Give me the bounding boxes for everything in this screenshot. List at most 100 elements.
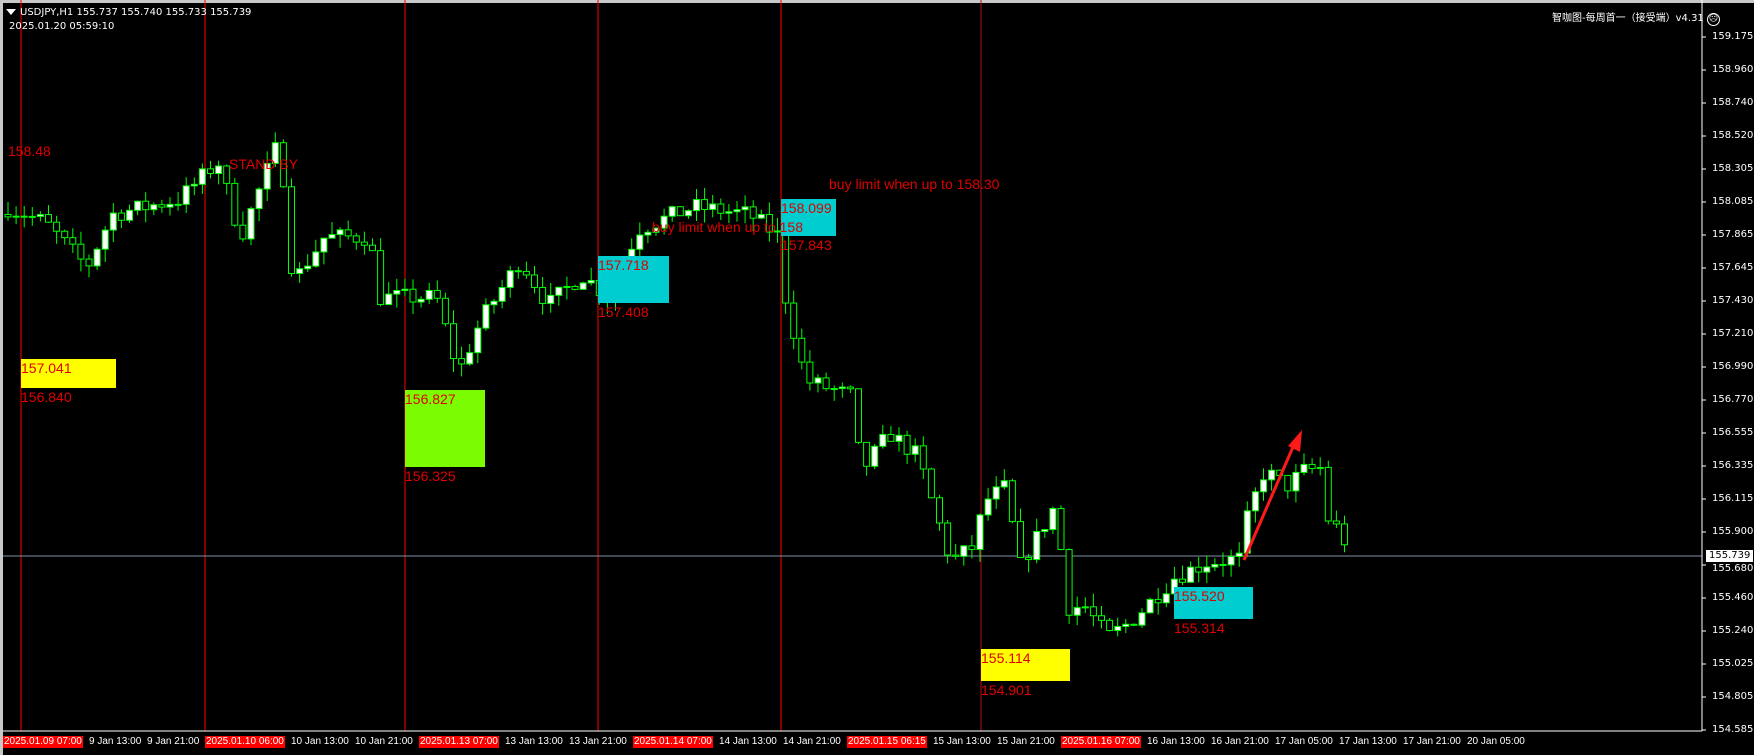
- candle-body: [312, 251, 320, 267]
- candle-body: [1260, 479, 1267, 493]
- candle: [158, 199, 166, 213]
- server-datetime: 2025.01.20 05:59:10: [9, 21, 115, 32]
- candle: [701, 187, 709, 223]
- candle: [182, 177, 190, 213]
- candle: [911, 438, 919, 463]
- cyan-zone-box: [1174, 587, 1253, 619]
- price-tick-label: 156.770: [1712, 394, 1754, 405]
- candle: [279, 139, 287, 188]
- time-tick-label: 14 Jan 13:00: [719, 736, 777, 747]
- time-tick-label: 9 Jan 21:00: [147, 736, 200, 747]
- candle-body: [522, 270, 530, 276]
- candle-body: [247, 208, 255, 240]
- candle: [927, 467, 935, 499]
- time-tick-label: 16 Jan 13:00: [1147, 736, 1205, 747]
- candle-body: [693, 199, 700, 212]
- candle-body: [433, 289, 441, 299]
- candle-body: [77, 243, 85, 260]
- zone-bottom-price: 157.408: [598, 304, 649, 320]
- candle-body: [1162, 593, 1170, 604]
- candle-body: [903, 434, 911, 455]
- candle: [4, 201, 12, 221]
- candle: [198, 163, 206, 194]
- candle-body: [757, 213, 765, 219]
- candle-body: [352, 235, 360, 243]
- candle-body: [838, 386, 846, 390]
- candle: [85, 254, 93, 278]
- candle-body: [668, 206, 676, 217]
- candle: [887, 425, 895, 442]
- candle: [992, 476, 1000, 509]
- candle: [288, 178, 295, 277]
- candle: [871, 443, 879, 470]
- candle-body: [555, 286, 563, 296]
- candle-body: [93, 248, 101, 267]
- candle: [863, 441, 871, 476]
- candle: [733, 201, 741, 222]
- candle: [328, 222, 336, 239]
- candle-body: [271, 142, 279, 164]
- zone-top-price: 157.041: [21, 360, 72, 376]
- candle: [28, 207, 36, 226]
- candle-body: [774, 230, 781, 233]
- symbol-quote: USDJPY,H1 155.737 155.740 155.733 155.73…: [20, 7, 252, 18]
- highlighted-time-label: 2025.01.14 07:00: [633, 736, 713, 748]
- candle-body: [919, 445, 927, 470]
- candle-body: [231, 182, 239, 226]
- candle: [506, 265, 514, 298]
- candle-body: [336, 229, 344, 236]
- candle: [652, 227, 660, 237]
- candle: [1341, 515, 1348, 553]
- candle-body: [944, 522, 952, 556]
- candle: [968, 535, 976, 559]
- candle-body: [101, 229, 109, 250]
- annotation-stand-by: STAND BY: [229, 156, 298, 172]
- candle-body: [660, 215, 668, 229]
- price-tick-label: 155.025: [1712, 658, 1754, 669]
- candle: [134, 200, 142, 216]
- candle-body: [385, 293, 393, 306]
- candle: [360, 231, 368, 255]
- candle-body: [296, 268, 304, 274]
- candle: [312, 239, 320, 268]
- candle: [717, 198, 725, 221]
- candle-body: [952, 554, 960, 557]
- candle-body: [725, 211, 733, 214]
- zone-bottom-price: 156.325: [405, 468, 456, 484]
- candle-body: [1000, 480, 1008, 488]
- candle: [693, 188, 700, 222]
- candle: [385, 281, 393, 306]
- time-tick-label: 17 Jan 05:00: [1275, 736, 1333, 747]
- candle: [45, 205, 52, 223]
- candle: [296, 262, 304, 283]
- candle: [166, 197, 174, 216]
- price-tick-label: 157.210: [1712, 328, 1754, 339]
- zone-top-price: 155.114: [981, 650, 1031, 666]
- symbol-header[interactable]: USDJPY,H1 155.737 155.740 155.733 155.73…: [6, 7, 251, 18]
- candle: [1235, 542, 1243, 567]
- price-tick-label: 156.990: [1712, 361, 1754, 372]
- zone-top-price: 158.099: [781, 200, 832, 216]
- candle: [555, 286, 563, 306]
- candle: [644, 229, 652, 244]
- candle-body: [1057, 507, 1065, 551]
- candle: [1324, 460, 1332, 525]
- price-tick-label: 158.085: [1712, 196, 1754, 207]
- candle-body: [1284, 474, 1292, 492]
- candle: [1268, 463, 1276, 491]
- dropdown-triangle-icon[interactable]: [6, 9, 16, 15]
- candle: [1300, 453, 1308, 476]
- candle-body: [190, 183, 198, 187]
- candle: [393, 278, 401, 308]
- price-tick-label: 157.645: [1712, 262, 1754, 273]
- candle: [1041, 529, 1049, 538]
- candle: [765, 202, 773, 242]
- price-tick-label: 158.520: [1712, 130, 1754, 141]
- candle-body: [109, 212, 117, 231]
- candle: [174, 192, 182, 211]
- candle: [1000, 469, 1008, 490]
- candle-body: [765, 213, 773, 233]
- candle-body: [1065, 549, 1073, 616]
- candle: [401, 278, 409, 297]
